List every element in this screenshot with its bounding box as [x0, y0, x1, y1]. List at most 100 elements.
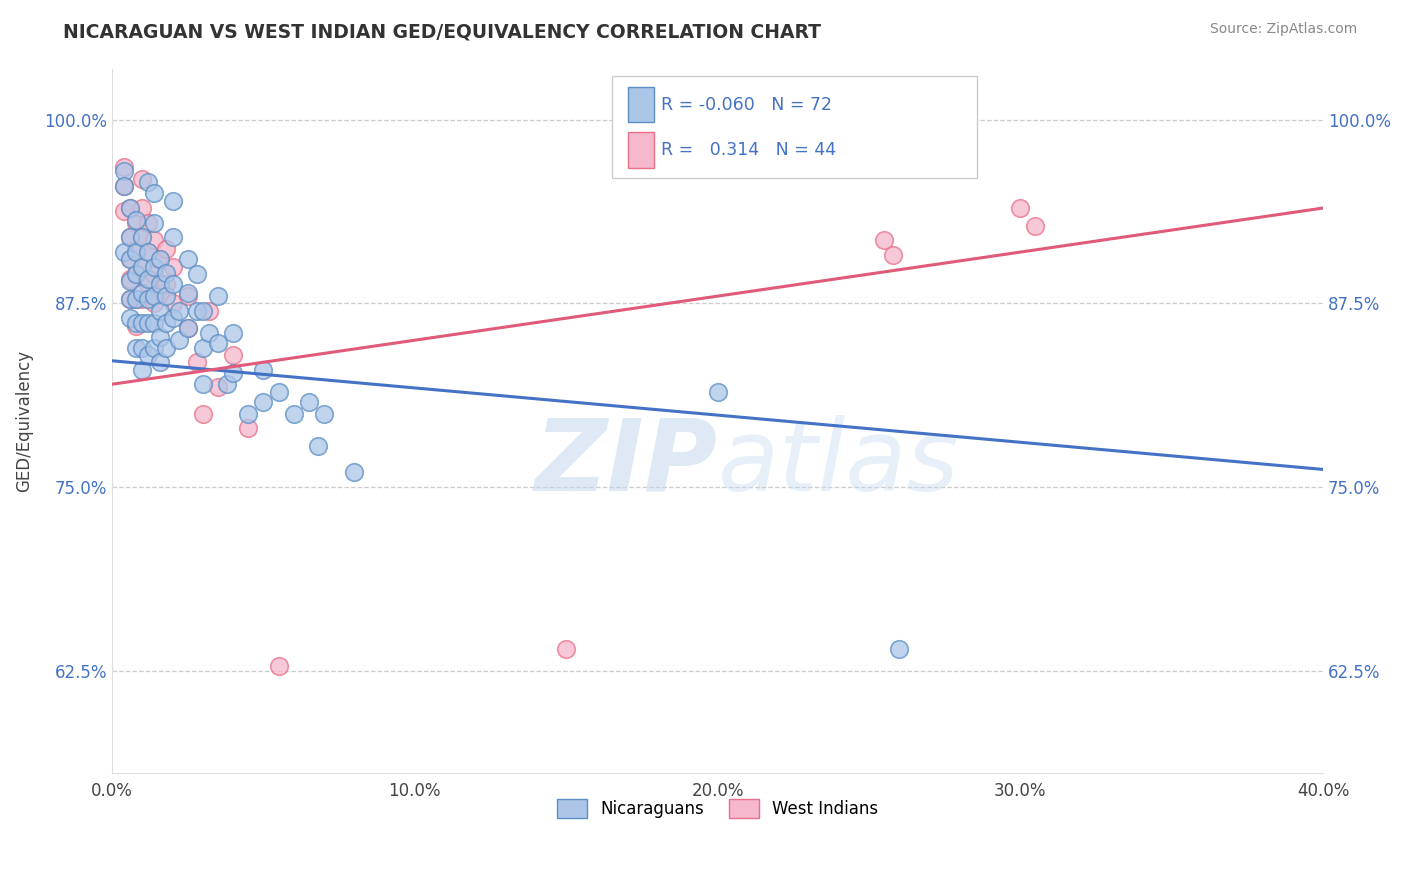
Point — [238, 407, 260, 421]
Point — [131, 316, 153, 330]
Point — [120, 275, 142, 289]
Point — [143, 260, 166, 274]
Point — [176, 289, 198, 303]
Point — [143, 186, 166, 201]
Point — [149, 286, 172, 301]
Point — [120, 201, 142, 215]
Point — [125, 341, 148, 355]
Point — [112, 179, 135, 194]
Point — [120, 201, 142, 215]
Point — [125, 318, 148, 333]
Point — [889, 641, 911, 656]
Point — [125, 292, 148, 306]
Point — [162, 277, 184, 292]
Point — [143, 233, 166, 247]
Point — [136, 292, 159, 306]
Point — [162, 260, 184, 274]
Point — [131, 260, 153, 274]
Point — [136, 271, 159, 285]
Legend: Nicaraguans, West Indians: Nicaraguans, West Indians — [550, 792, 884, 825]
Point — [207, 336, 229, 351]
Point — [186, 303, 208, 318]
Point — [131, 341, 153, 355]
Point — [191, 377, 214, 392]
Point — [162, 194, 184, 208]
Point — [155, 266, 177, 280]
Point — [112, 179, 135, 194]
Point — [283, 407, 305, 421]
Point — [252, 395, 274, 409]
Point — [222, 326, 245, 340]
Point — [155, 341, 177, 355]
Point — [222, 366, 245, 380]
Point — [149, 355, 172, 369]
Point — [176, 286, 198, 301]
Point — [167, 333, 190, 347]
Point — [155, 289, 177, 303]
Point — [155, 277, 177, 292]
Point — [125, 267, 148, 281]
Point — [176, 252, 198, 267]
Text: NICARAGUAN VS WEST INDIAN GED/EQUIVALENCY CORRELATION CHART: NICARAGUAN VS WEST INDIAN GED/EQUIVALENC… — [63, 22, 821, 41]
Point — [143, 267, 166, 281]
Point — [120, 252, 142, 267]
Point — [136, 348, 159, 362]
Y-axis label: GED/Equivalency: GED/Equivalency — [15, 350, 32, 492]
Point — [706, 384, 728, 399]
Point — [222, 348, 245, 362]
Point — [149, 303, 172, 318]
Point — [882, 248, 904, 262]
Point — [215, 377, 238, 392]
Point — [136, 245, 159, 260]
Point — [125, 267, 148, 281]
Point — [162, 311, 184, 326]
Point — [136, 277, 159, 292]
Point — [176, 321, 198, 335]
Point — [307, 439, 329, 453]
Point — [162, 296, 184, 310]
Text: R =   0.314   N = 44: R = 0.314 N = 44 — [661, 141, 837, 159]
Point — [555, 641, 578, 656]
Point — [125, 292, 148, 306]
Point — [149, 252, 172, 267]
Point — [131, 260, 153, 274]
Point — [112, 164, 135, 178]
Point — [191, 303, 214, 318]
Point — [167, 303, 190, 318]
Point — [207, 289, 229, 303]
Point — [125, 242, 148, 256]
Point — [136, 175, 159, 189]
Point — [191, 407, 214, 421]
Text: R = -0.060   N = 72: R = -0.060 N = 72 — [661, 95, 832, 113]
Point — [120, 230, 142, 244]
Point — [120, 230, 142, 244]
Point — [125, 316, 148, 330]
Point — [155, 316, 177, 330]
Point — [112, 245, 135, 260]
Point — [125, 245, 148, 260]
Point — [131, 286, 153, 301]
Point — [186, 355, 208, 369]
Point — [131, 171, 153, 186]
Point — [125, 216, 148, 230]
Point — [143, 341, 166, 355]
Point — [1010, 201, 1032, 215]
Point — [176, 321, 198, 335]
Point — [149, 252, 172, 267]
Point — [149, 330, 172, 344]
Point — [120, 252, 142, 267]
Point — [143, 316, 166, 330]
Point — [125, 212, 148, 227]
Text: atlas: atlas — [717, 415, 959, 512]
Point — [873, 233, 896, 247]
Point — [143, 289, 166, 303]
Point — [120, 311, 142, 326]
Point — [120, 271, 142, 285]
Point — [136, 316, 159, 330]
Point — [131, 362, 153, 376]
Point — [267, 659, 290, 673]
Point — [149, 277, 172, 292]
Point — [238, 421, 260, 435]
Point — [143, 296, 166, 310]
Point — [198, 303, 221, 318]
